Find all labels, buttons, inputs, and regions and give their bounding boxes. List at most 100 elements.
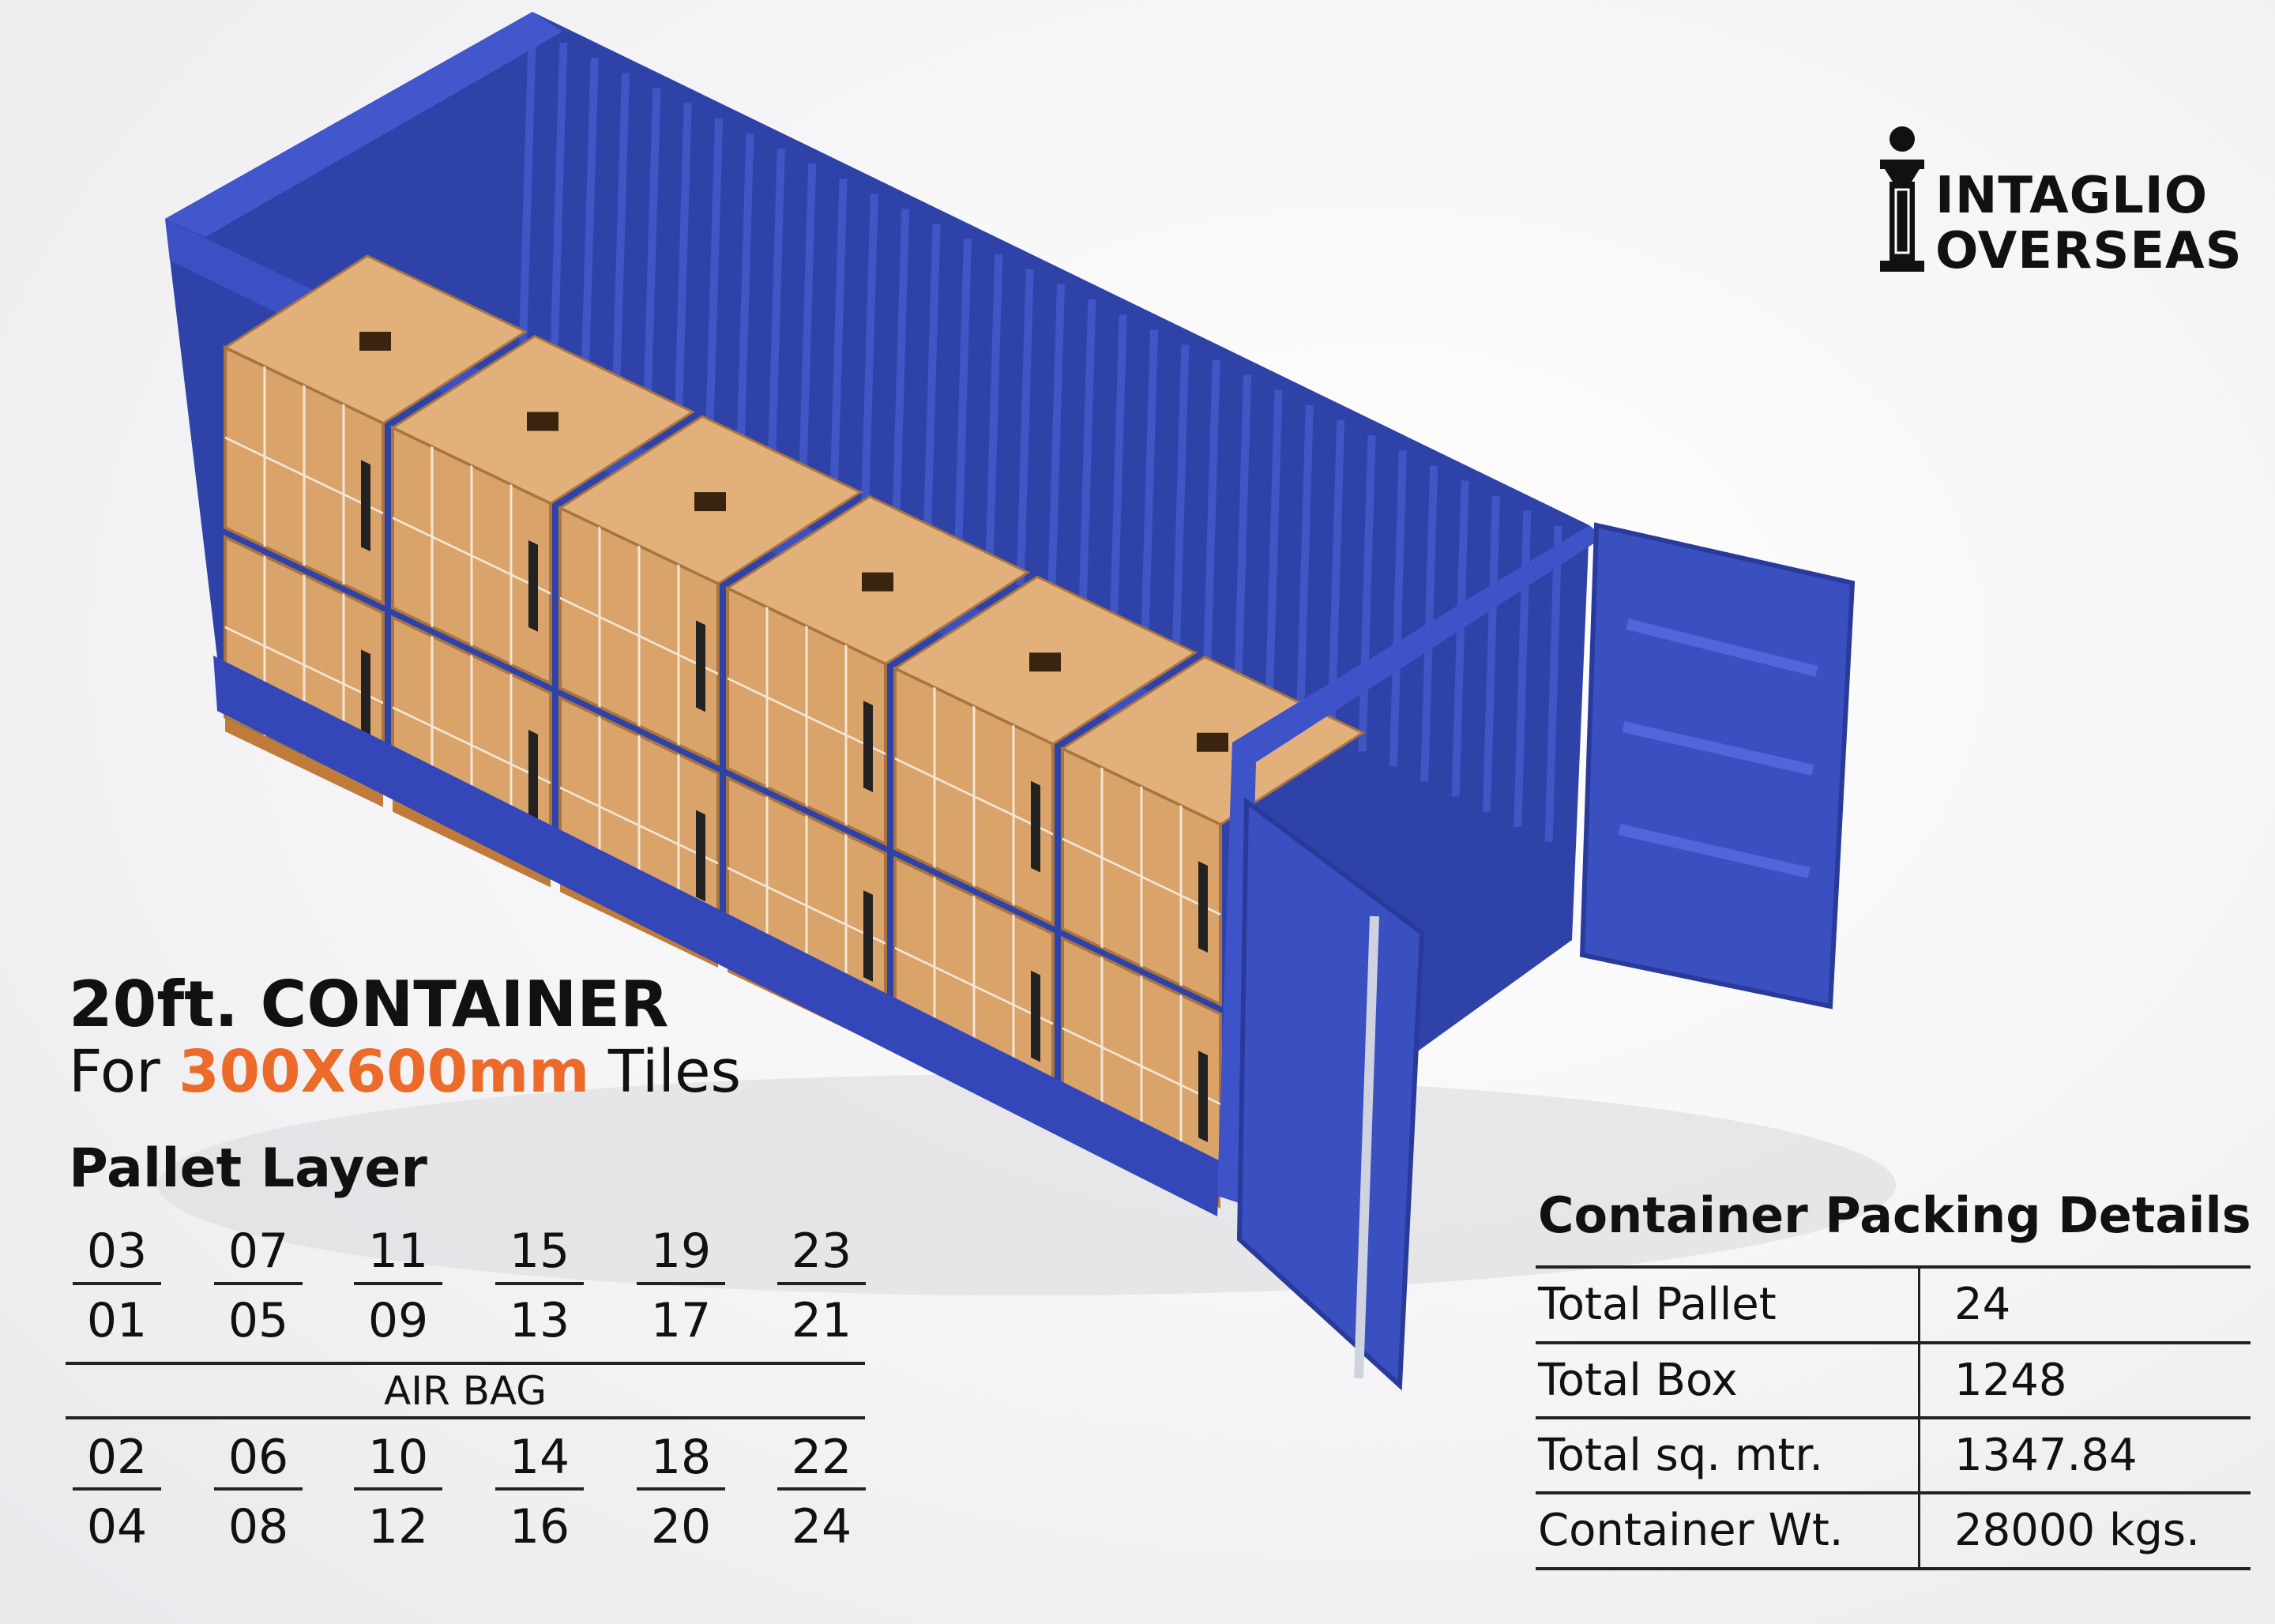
- corrugation-ridge: [1202, 359, 1220, 676]
- packing-label: Total sq. mtr.: [1538, 1430, 1824, 1481]
- pallet-stack-line: [214, 1487, 303, 1491]
- strap: [225, 436, 383, 515]
- box-top-hole: [1029, 652, 1061, 672]
- box-top-hole: [1197, 732, 1228, 752]
- corrugation-ridge: [1109, 314, 1127, 631]
- box-label-strip: [863, 890, 873, 982]
- table-rule: [1536, 1341, 2251, 1344]
- corrugation-ridge: [1389, 450, 1407, 767]
- brand-logo: INTAGLIO OVERSEAS: [1878, 126, 2242, 276]
- door-ridges: [1618, 618, 1818, 878]
- packing-value: 24: [1954, 1279, 2011, 1330]
- box-top-hole: [694, 492, 726, 512]
- strap: [225, 626, 383, 705]
- box-top-hole: [862, 572, 893, 592]
- pallet-number: 13: [509, 1293, 570, 1348]
- corrugation-ridge: [923, 224, 941, 540]
- pallet-stack-line: [354, 1487, 442, 1491]
- pallet-number: 15: [509, 1224, 570, 1279]
- corrugation-ridge: [1514, 510, 1532, 827]
- divider: [66, 1416, 865, 1419]
- container-right-door: [1579, 522, 1856, 1009]
- pallet-number: 06: [228, 1430, 289, 1485]
- corrugation-ridge: [674, 103, 692, 419]
- strap: [393, 517, 551, 595]
- corrugation-ridge: [767, 148, 785, 465]
- pallet-number: 23: [791, 1224, 852, 1279]
- box-label-strip: [696, 810, 705, 902]
- packing-label: Total Pallet: [1538, 1279, 1777, 1330]
- pallet-number: 05: [228, 1293, 289, 1348]
- corrugation-ridge: [1047, 284, 1065, 601]
- pallet-number: 22: [791, 1430, 852, 1485]
- pallet-number: 16: [509, 1499, 570, 1554]
- box-label-strip: [361, 460, 370, 552]
- packing-details-title: Container Packing Details: [1538, 1186, 2251, 1244]
- pallet-number: 03: [86, 1224, 148, 1279]
- corrugation-ridge: [1171, 344, 1190, 661]
- pallet-number: 19: [650, 1224, 712, 1279]
- pallet-number: 14: [509, 1430, 570, 1485]
- box-label-strip: [361, 649, 370, 742]
- strap: [560, 786, 718, 865]
- pallet-number: 18: [650, 1430, 712, 1485]
- pallet-number: 04: [86, 1499, 148, 1554]
- box-label-strip: [528, 539, 538, 632]
- corrugation-ridge: [1016, 269, 1034, 586]
- subtitle-suffix: Tiles: [607, 1038, 742, 1106]
- table-rule: [1536, 1567, 2251, 1570]
- tile-size: 300X600mm: [179, 1038, 590, 1106]
- pallet-stack-line: [777, 1487, 866, 1491]
- corrugation-ridge: [892, 209, 910, 525]
- brand-name-line2: OVERSEAS: [1935, 222, 2243, 280]
- strap: [393, 706, 551, 784]
- corrugation-ridge: [1295, 404, 1314, 722]
- door-lock-bar: [1354, 915, 1379, 1379]
- strap: [1062, 1027, 1220, 1106]
- pallet-number: 12: [367, 1499, 429, 1554]
- strap: [728, 867, 886, 945]
- pallet-stack-line: [495, 1487, 584, 1491]
- corrugation-ridge: [1482, 495, 1500, 812]
- corrugation-ridge: [1544, 525, 1562, 843]
- pallet-stack-line: [354, 1282, 442, 1285]
- corrugation-ridge: [1358, 435, 1376, 752]
- corrugation-ridge: [799, 163, 817, 480]
- strap: [895, 757, 1053, 836]
- table-rule: [1536, 1265, 2251, 1269]
- corrugation-ridge: [519, 27, 536, 344]
- strap: [1062, 837, 1220, 916]
- corrugation-ridge: [860, 194, 878, 510]
- subtitle: For 300X600mm Tiles: [69, 1043, 741, 1101]
- pallet-number: 02: [86, 1430, 148, 1485]
- corrugation-ridge: [829, 179, 848, 495]
- wooden-pallet: [225, 719, 383, 807]
- pallet-layer-title: Pallet Layer: [69, 1137, 427, 1200]
- strap: [895, 946, 1053, 1025]
- wooden-pallet: [393, 799, 551, 888]
- pallet-stack-line: [73, 1487, 161, 1491]
- pallet-number: 24: [791, 1499, 852, 1554]
- pallet-number: 17: [650, 1293, 712, 1348]
- box-label-strip: [1198, 1051, 1208, 1143]
- pallet-number: 01: [86, 1293, 148, 1348]
- packing-value: 1347.84: [1954, 1430, 2138, 1481]
- container-bottom-rail: [213, 656, 1220, 1216]
- table-rule: [1536, 1416, 2251, 1419]
- floor-shadow: [158, 1074, 1896, 1295]
- pillar-logo-icon: [1880, 126, 1924, 272]
- table-rule: [1536, 1491, 2251, 1494]
- container-front-frame: [1217, 525, 1604, 1205]
- corrugation-ridge: [612, 73, 630, 389]
- box-label-strip: [1198, 861, 1208, 953]
- box-top-hole: [359, 332, 391, 351]
- pallet-number: 11: [367, 1224, 429, 1279]
- packing-label: Container Wt.: [1538, 1505, 1844, 1556]
- box-label-strip: [863, 701, 873, 792]
- pallet-stack-line: [637, 1487, 725, 1491]
- box-label-strip: [528, 729, 538, 821]
- box-label-strip: [696, 620, 705, 712]
- table-column-divider: [1918, 1265, 1920, 1569]
- corrugation-ridge: [643, 88, 661, 404]
- subtitle-prefix: For: [69, 1038, 160, 1106]
